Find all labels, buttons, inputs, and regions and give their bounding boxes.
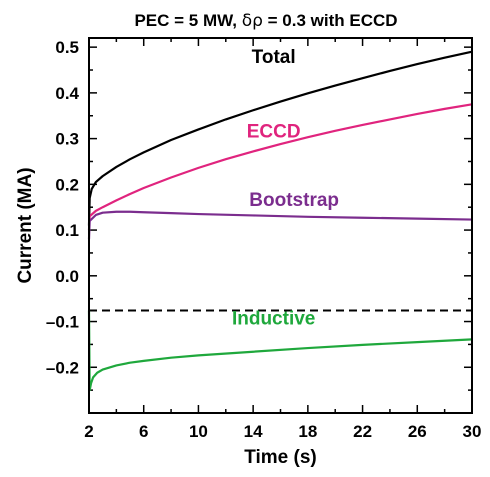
x-tick-label: 14: [244, 422, 263, 441]
series-lines: [87, 50, 473, 392]
series-line-bootstrap: [87, 210, 473, 240]
series-labels: Total ECCD Bootstrap Inductive: [232, 47, 339, 329]
chart-title-part-3: = 0.3 with ECCD: [263, 11, 398, 30]
y-tick-label: –0.1: [46, 313, 79, 332]
y-tick-label: 0.3: [55, 130, 79, 149]
x-tick-label: 18: [298, 422, 317, 441]
x-tick-label: 30: [463, 422, 482, 441]
series-label-bootstrap: Bootstrap: [249, 190, 339, 211]
y-axis-label: Current (MA): [15, 167, 36, 283]
series-label-eccd: ECCD: [247, 122, 301, 143]
x-tick-label: 10: [189, 422, 208, 441]
x-tick-label: 26: [408, 422, 427, 441]
x-axis-label: Time (s): [244, 447, 317, 468]
y-tick-label: 0.5: [55, 38, 79, 57]
chart-title-part-2: δρ: [242, 11, 263, 31]
y-tick-label: 0.1: [55, 221, 79, 240]
y-tick-label: 0.0: [55, 267, 79, 286]
y-tick-label: 0.4: [55, 84, 79, 103]
series-label-total: Total: [252, 47, 296, 68]
x-tick-label: 2: [84, 422, 93, 441]
tick-labels: 0.50.40.30.20.10.0–0.1–0.22 6 10 14 18 22 26 30: [46, 38, 482, 441]
plot-frame: [88, 37, 473, 414]
chart-title-part-1: PEC = 5 MW,: [134, 11, 241, 30]
y-tick-label: –0.2: [46, 358, 79, 377]
y-tick-label: 0.2: [55, 175, 79, 194]
series-line-eccd: [87, 103, 473, 231]
series-label-inductive: Inductive: [232, 308, 315, 329]
axis-ticks: [88, 38, 473, 414]
x-tick-label: 22: [353, 422, 372, 441]
series-line-inductive: [87, 310, 473, 392]
x-tick-label: 6: [139, 422, 148, 441]
chart-title: PEC = 5 MW, δρ = 0.3 with ECCD: [134, 11, 397, 31]
series-line-total: [87, 50, 473, 226]
